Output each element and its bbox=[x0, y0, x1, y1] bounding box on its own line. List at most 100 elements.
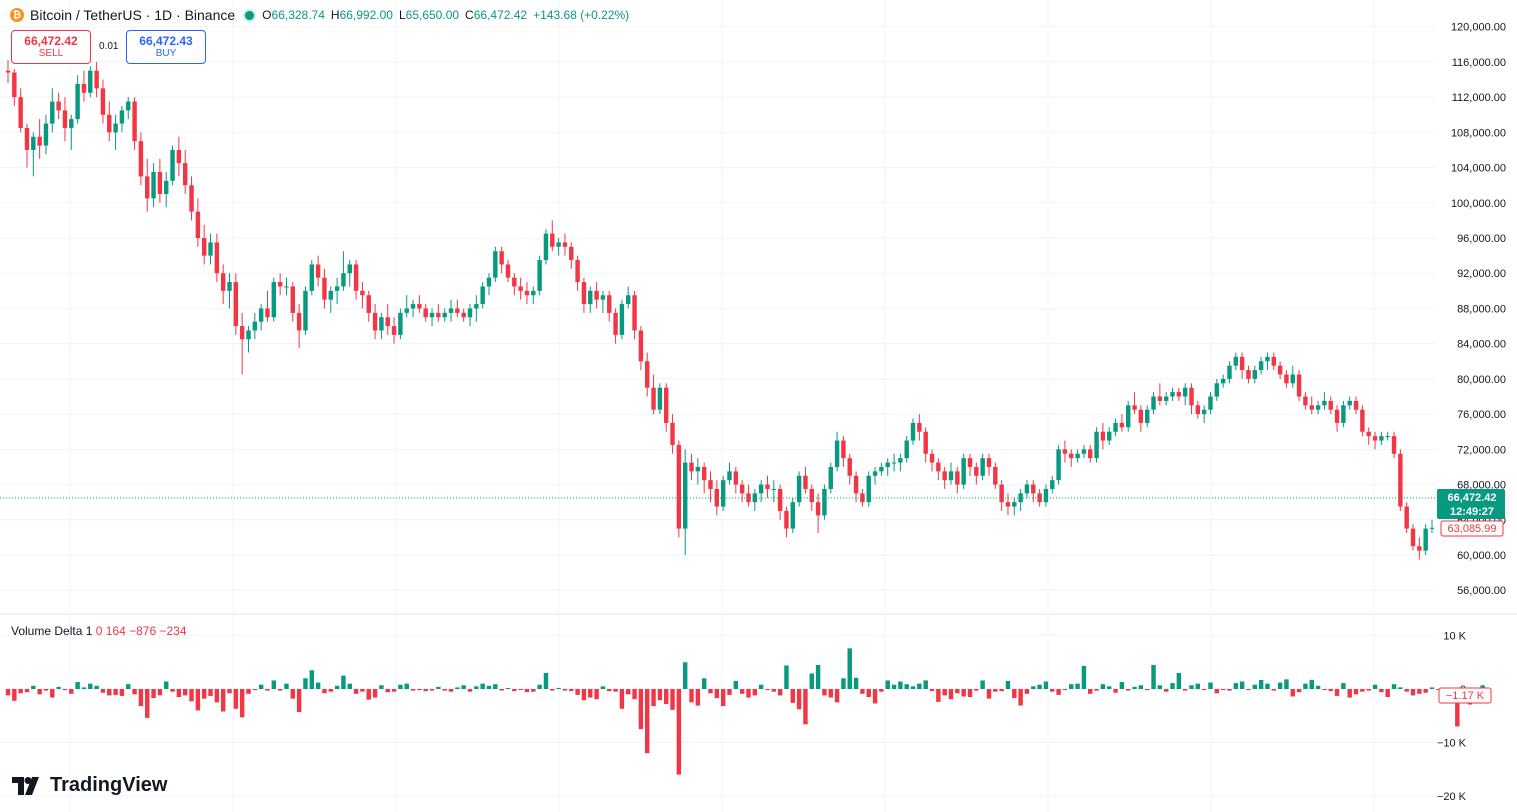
candle-body bbox=[1119, 422, 1125, 428]
volume-delta-bar bbox=[1258, 679, 1264, 689]
volume-delta-legend[interactable]: Volume Delta 1 0 164 −876 −234 bbox=[11, 624, 187, 638]
chart-grid bbox=[0, 0, 1436, 612]
candle-body bbox=[626, 295, 631, 305]
volume-delta-bar bbox=[746, 689, 751, 698]
buy-button[interactable]: 66,472.43 BUY bbox=[126, 30, 206, 64]
candle-body bbox=[955, 471, 960, 485]
candle-body bbox=[182, 163, 188, 186]
candle-body bbox=[474, 304, 479, 309]
candle-body bbox=[1379, 436, 1384, 441]
volume-delta-bar bbox=[853, 677, 859, 689]
volume-delta-bar bbox=[600, 686, 606, 689]
last-price-tag: 66,472.42 12:49:27 bbox=[1437, 489, 1505, 519]
candle-body bbox=[138, 141, 144, 177]
candle-body bbox=[201, 238, 207, 256]
candle-body bbox=[195, 211, 201, 239]
candle-body bbox=[1100, 431, 1106, 441]
volume-delta-bar bbox=[1151, 664, 1156, 689]
volume-delta-bar bbox=[50, 689, 55, 698]
candle-body bbox=[1182, 387, 1188, 397]
volume-delta-bar bbox=[24, 689, 30, 693]
volume-delta-bar bbox=[739, 689, 745, 694]
candle-body bbox=[967, 458, 973, 467]
candle-body bbox=[1239, 356, 1245, 371]
volume-delta-bar bbox=[309, 670, 315, 689]
candle-body bbox=[81, 83, 87, 93]
volume-delta-bar bbox=[860, 689, 865, 694]
volume-delta-bar bbox=[423, 689, 428, 692]
candle-body bbox=[24, 127, 30, 150]
candle-body bbox=[1252, 370, 1258, 379]
volume-delta-bar bbox=[208, 689, 213, 696]
volume-delta-bar bbox=[689, 689, 694, 703]
volume-delta-bar bbox=[986, 689, 992, 699]
candle-body bbox=[69, 119, 74, 128]
volume-axis[interactable]: 10 K0−10 K−20 K bbox=[1437, 631, 1467, 804]
low-price-label: 63,085.99 bbox=[1448, 523, 1497, 535]
candle-body bbox=[277, 282, 283, 287]
candle-body bbox=[695, 466, 701, 472]
candle-body bbox=[322, 277, 327, 300]
volume-delta-bar bbox=[12, 689, 17, 701]
volume-delta-bar bbox=[404, 683, 409, 689]
sell-button[interactable]: 66,472.42 SELL bbox=[11, 30, 91, 64]
candle-body bbox=[885, 462, 890, 467]
volume-delta-bar bbox=[720, 689, 726, 707]
volume-delta-bar bbox=[81, 687, 87, 689]
volume-delta-bar bbox=[56, 686, 61, 689]
volume-delta-bar bbox=[18, 689, 23, 694]
symbol-title[interactable]: Bitcoin / TetherUS · 1D · Binance bbox=[30, 7, 236, 23]
candle-body bbox=[746, 493, 751, 503]
spread-value: 0.01 bbox=[99, 41, 119, 52]
volume-delta-bar bbox=[195, 689, 201, 711]
candle-body bbox=[107, 114, 112, 133]
market-status-icon[interactable] bbox=[245, 10, 255, 20]
candle-body bbox=[1353, 400, 1359, 410]
volume-delta-bar bbox=[537, 684, 542, 689]
candle-body bbox=[866, 475, 871, 503]
volume-delta-bar bbox=[1125, 689, 1131, 691]
candle-body bbox=[1081, 449, 1087, 454]
volume-delta-bar bbox=[480, 683, 485, 689]
candle-body bbox=[588, 290, 593, 305]
candle-body bbox=[879, 466, 884, 472]
volume-delta-bar bbox=[1271, 689, 1276, 691]
candle-body bbox=[1391, 436, 1397, 454]
volume-delta-bar bbox=[1119, 682, 1125, 689]
brand-name: TradingView bbox=[50, 774, 168, 796]
volume-delta-bar bbox=[157, 689, 163, 696]
change-value: +143.68 (+0.22%) bbox=[533, 8, 630, 22]
symbol-header[interactable]: ₿ Bitcoin / TetherUS · 1D · Binance O66,… bbox=[10, 5, 635, 25]
volume-delta-bar bbox=[126, 684, 131, 689]
open-value: O66,328.74 bbox=[262, 8, 325, 22]
volume-delta-bar bbox=[1233, 683, 1239, 689]
volume-delta-bar bbox=[1195, 683, 1201, 689]
candle-body bbox=[284, 286, 289, 288]
volume-delta-bar bbox=[1328, 689, 1333, 692]
volume-delta-bar bbox=[1265, 683, 1270, 689]
candle-body bbox=[239, 326, 245, 340]
volume-delta-bar bbox=[372, 689, 378, 698]
volume-delta-bar bbox=[910, 686, 916, 689]
volume-delta-bar bbox=[189, 689, 194, 702]
bitcoin-icon: ₿ bbox=[10, 8, 24, 22]
volume-delta-bar bbox=[214, 689, 220, 703]
candle-body bbox=[607, 295, 612, 313]
volume-delta-bar bbox=[315, 682, 321, 689]
volume-delta-bar bbox=[1366, 689, 1371, 691]
volume-delta-bar bbox=[518, 689, 523, 691]
volume-delta-bar bbox=[771, 689, 777, 692]
volume-delta-bar bbox=[1163, 689, 1169, 692]
candle-body bbox=[518, 286, 523, 291]
volume-delta-bar bbox=[657, 689, 663, 701]
tradingview-logo[interactable]: TradingView bbox=[12, 774, 167, 797]
candle-body bbox=[531, 290, 536, 296]
volume-delta-bar bbox=[619, 689, 625, 709]
candle-body bbox=[1176, 392, 1182, 397]
candle-body bbox=[1094, 431, 1099, 459]
candle-body bbox=[670, 422, 675, 445]
volume-delta-bar bbox=[233, 689, 239, 709]
volume-delta-bar bbox=[43, 689, 49, 691]
candle-body bbox=[328, 290, 333, 300]
